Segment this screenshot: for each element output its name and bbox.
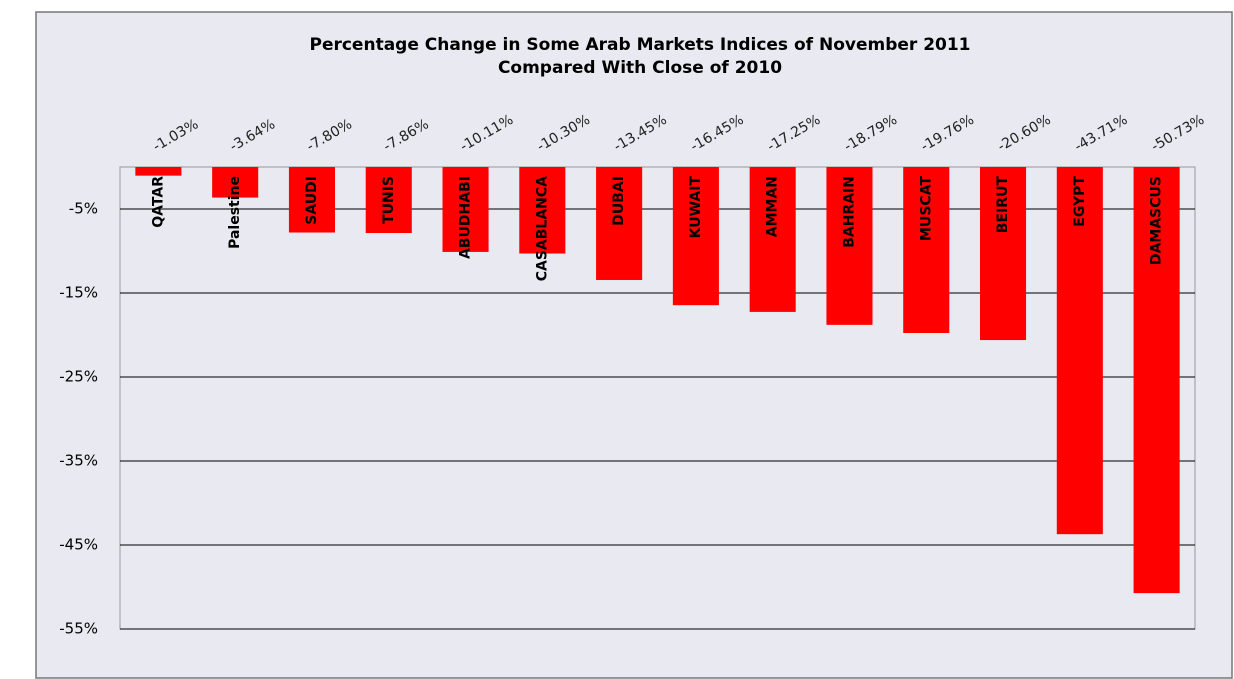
- bar: [980, 167, 1027, 341]
- y-tick-label: -15%: [59, 284, 98, 302]
- category-label: AMMAN: [765, 176, 781, 237]
- bar: [826, 167, 873, 325]
- chart-title: Percentage Change in Some Arab Markets I…: [309, 35, 970, 55]
- chart-subtitle: Compared With Close of 2010: [498, 58, 782, 78]
- category-label: SAUDI: [304, 176, 320, 225]
- bar: [749, 167, 796, 312]
- category-label: QATAR: [150, 176, 166, 228]
- category-label: MUSCAT: [918, 176, 934, 241]
- y-tick-label: -5%: [69, 200, 98, 218]
- bar: [1133, 167, 1180, 594]
- bar: [365, 167, 412, 234]
- bar: [135, 167, 182, 176]
- bar: [672, 167, 719, 306]
- category-label: DAMASCUS: [1149, 176, 1165, 265]
- bar: [288, 167, 335, 233]
- category-label: BEIRUT: [995, 176, 1011, 234]
- bar: [212, 167, 259, 198]
- category-label: TUNIS: [381, 176, 397, 224]
- category-label: DUBAI: [611, 176, 627, 226]
- bar: [519, 167, 566, 254]
- y-tick-label: -55%: [59, 620, 98, 638]
- bar: [596, 167, 643, 280]
- category-label: KUWAIT: [688, 176, 704, 239]
- bar: [1056, 167, 1103, 535]
- y-tick-label: -45%: [59, 536, 98, 554]
- chart-background: [35, 11, 1233, 679]
- category-label: ABUDHABI: [458, 176, 474, 259]
- category-label: Palestine: [227, 176, 243, 249]
- y-tick-label: -35%: [59, 452, 98, 470]
- category-label: CASABLANCA: [534, 176, 550, 281]
- bar: [442, 167, 489, 252]
- category-label: EGYPT: [1072, 176, 1088, 227]
- y-tick-label: -25%: [59, 368, 98, 386]
- category-label: BAHRAIN: [841, 176, 857, 248]
- bar: [903, 167, 950, 333]
